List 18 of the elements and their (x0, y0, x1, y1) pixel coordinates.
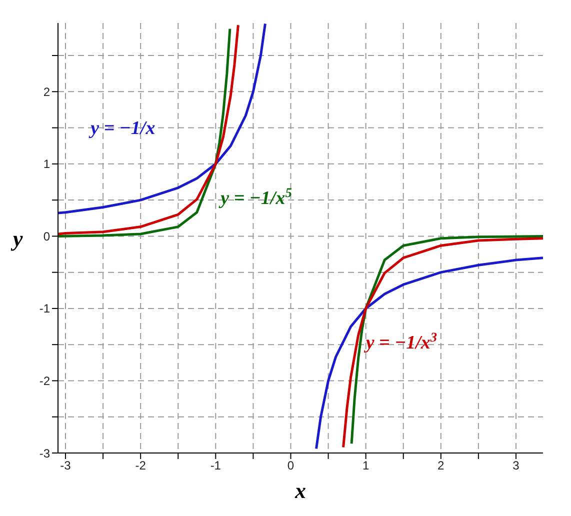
text: y = −1/x (88, 118, 156, 139)
series-label: y = −1/x$^{5}$ (218, 184, 292, 209)
x-tick-label: 3 (512, 458, 520, 473)
x-tick-label: -3 (60, 458, 72, 473)
y-tick-label: 0 (43, 229, 50, 244)
x-tick-label: 1 (362, 458, 370, 473)
x-tick-label: 2 (438, 458, 445, 473)
series-label: y = −1/x$^{3}$ (364, 328, 438, 354)
y-tick-label: -2 (39, 374, 50, 388)
y-tick-label: 2 (43, 84, 50, 99)
y-tick-label: 1 (43, 157, 50, 172)
y-tick-label: -3 (39, 446, 50, 460)
x-tick-label: -2 (135, 458, 146, 473)
x-tick-label: 0 (287, 458, 294, 473)
x-tick-label: -1 (210, 458, 222, 473)
y-tick-label: -1 (39, 302, 50, 316)
y-axis-title: y (10, 226, 23, 251)
x-axis-title: x (294, 478, 306, 503)
